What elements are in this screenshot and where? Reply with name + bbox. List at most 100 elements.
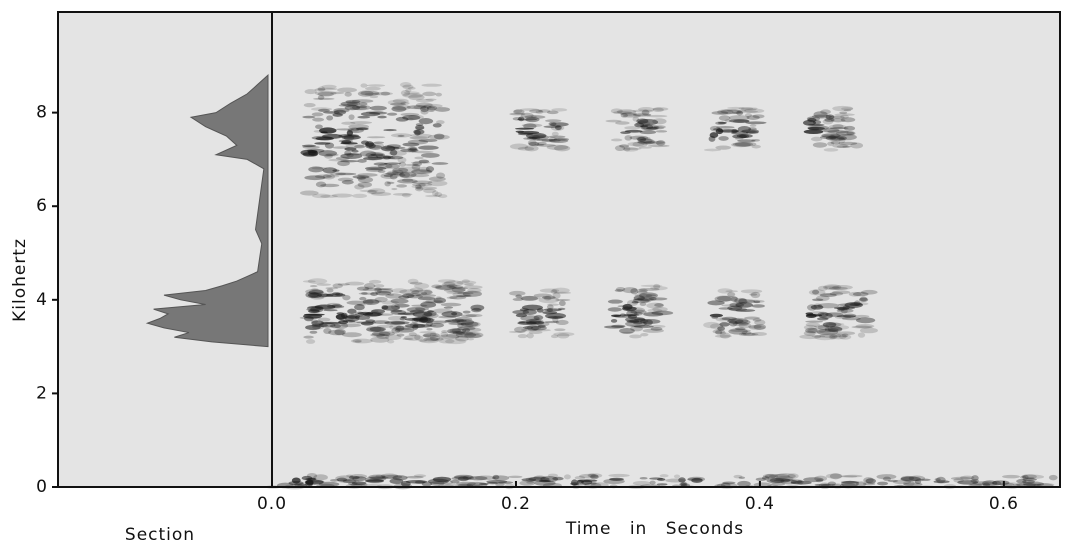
spectral-energy [425,299,443,304]
spectral-energy [518,320,526,324]
spectral-energy [650,327,663,331]
spectral-energy [416,186,438,190]
spectral-energy [373,92,393,96]
spectral-energy [344,150,352,156]
spectral-energy [519,108,540,111]
spectral-energy [629,324,650,327]
spectral-energy [632,298,655,301]
spectral-energy [444,319,461,324]
spectral-energy [320,194,338,198]
spectral-energy [992,480,1010,486]
spectral-energy [363,282,376,289]
spectral-energy [435,92,442,97]
spectral-energy [533,293,553,298]
spectral-energy [816,317,829,321]
spectral-energy [855,317,876,324]
spectral-energy [308,309,320,314]
spectral-energy [635,136,651,141]
spectral-energy [812,120,822,125]
spectral-energy [316,283,331,286]
spectral-energy [330,172,346,176]
spectral-energy [807,327,827,334]
spectral-energy [346,300,366,305]
spectral-energy [887,479,898,483]
spectral-energy [389,478,404,485]
spectral-energy [456,319,475,326]
spectral-energy [934,478,941,481]
spectral-energy [715,330,723,335]
spectral-energy [403,91,420,95]
spectral-energy [350,121,373,125]
x-axis-label: Time in Seconds [565,519,744,539]
spectral-energy [808,289,826,296]
spectral-energy [550,334,559,339]
spectral-energy [313,97,335,100]
y-tick-label: 6 [36,196,48,216]
spectral-energy [512,297,524,301]
spectral-energy [716,295,738,302]
spectral-energy [406,306,426,313]
spectral-energy [451,318,465,323]
spectral-energy [346,130,353,137]
spectral-energy [359,150,377,157]
spectral-energy [373,287,393,291]
spectral-energy [396,173,406,177]
spectral-energy [726,109,747,112]
spectral-energy [638,146,652,149]
spectral-energy [625,316,646,323]
spectral-energy [333,108,350,113]
spectral-energy [355,127,369,131]
spectral-energy [738,322,752,329]
spectral-energy [534,480,556,486]
spectral-energy [573,483,587,486]
spectral-energy [1022,474,1029,480]
spectral-energy [659,474,669,478]
spectral-energy [588,473,603,478]
spectral-energy [640,300,651,303]
spectral-energy [323,328,332,335]
y-tick-label: 2 [36,383,48,403]
spectral-energy [513,109,525,115]
spectral-energy [448,322,467,325]
spectral-energy [546,304,554,310]
spectral-energy [370,336,390,343]
spectral-energy [337,177,354,182]
spectral-energy [536,138,555,142]
spectral-energy [734,297,747,304]
spectral-energy [391,288,408,294]
spectral-energy [360,83,368,88]
spectral-energy [640,124,660,131]
spectral-energy [630,325,643,332]
spectral-energy [829,291,844,296]
spectral-energy [387,339,395,344]
spectral-energy [815,295,830,302]
spectral-energy [399,161,406,167]
spectral-energy [657,478,666,481]
spectral-energy [346,153,354,158]
spectral-energy [435,285,457,290]
spectral-energy [728,328,748,335]
spectral-energy [463,285,483,290]
spectral-energy [745,121,767,125]
spectral-energy [554,328,566,332]
spectral-energy [761,476,770,480]
spectral-energy [858,297,869,302]
spectral-energy [548,121,557,126]
spectral-energy [853,314,870,318]
spectral-energy [766,478,785,484]
spectral-energy [312,324,324,330]
spectral-energy [368,144,383,150]
spectral-energy [1019,475,1027,479]
spectral-energy [393,325,415,331]
spectral-energy [727,318,744,324]
spectral-energy [803,324,818,330]
spectral-energy [540,476,559,483]
spectral-energy [377,169,386,173]
spectral-energy [411,185,422,189]
spectral-energy [882,476,891,482]
spectral-energy [528,141,540,146]
spectral-energy [790,479,803,484]
spectral-energy [392,475,408,481]
spectral-energy [337,478,360,484]
spectral-energy [311,112,324,117]
